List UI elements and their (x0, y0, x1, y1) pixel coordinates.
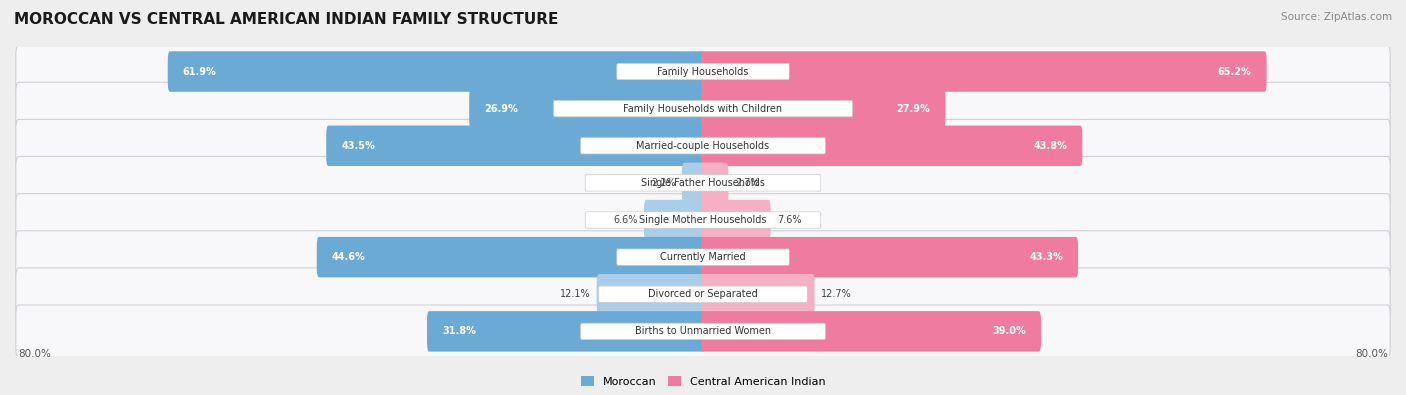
Text: 2.7%: 2.7% (735, 178, 759, 188)
FancyBboxPatch shape (585, 175, 821, 191)
FancyBboxPatch shape (700, 126, 1083, 166)
FancyBboxPatch shape (599, 286, 807, 303)
FancyBboxPatch shape (700, 88, 945, 129)
FancyBboxPatch shape (326, 126, 706, 166)
Text: Family Households with Children: Family Households with Children (623, 103, 783, 114)
FancyBboxPatch shape (700, 163, 728, 203)
Text: 2.2%: 2.2% (651, 178, 675, 188)
Text: Family Households: Family Households (658, 66, 748, 77)
Legend: Moroccan, Central American Indian: Moroccan, Central American Indian (581, 376, 825, 387)
Text: 31.8%: 31.8% (441, 326, 477, 337)
FancyBboxPatch shape (596, 274, 706, 314)
FancyBboxPatch shape (15, 156, 1391, 209)
Text: MOROCCAN VS CENTRAL AMERICAN INDIAN FAMILY STRUCTURE: MOROCCAN VS CENTRAL AMERICAN INDIAN FAMI… (14, 12, 558, 27)
Text: 44.6%: 44.6% (332, 252, 366, 262)
Text: Married-couple Households: Married-couple Households (637, 141, 769, 151)
FancyBboxPatch shape (700, 51, 1267, 92)
Text: Single Mother Households: Single Mother Households (640, 215, 766, 225)
FancyBboxPatch shape (167, 51, 706, 92)
FancyBboxPatch shape (644, 200, 706, 240)
Text: 65.2%: 65.2% (1218, 66, 1251, 77)
Text: 39.0%: 39.0% (993, 326, 1026, 337)
FancyBboxPatch shape (617, 249, 789, 265)
FancyBboxPatch shape (15, 194, 1391, 246)
Text: Births to Unmarried Women: Births to Unmarried Women (636, 326, 770, 337)
Text: 27.9%: 27.9% (897, 103, 931, 114)
FancyBboxPatch shape (316, 237, 706, 277)
FancyBboxPatch shape (617, 63, 789, 80)
FancyBboxPatch shape (581, 323, 825, 340)
FancyBboxPatch shape (15, 45, 1391, 98)
Text: Currently Married: Currently Married (661, 252, 745, 262)
Text: 12.7%: 12.7% (821, 289, 852, 299)
FancyBboxPatch shape (554, 100, 852, 117)
Text: 61.9%: 61.9% (183, 66, 217, 77)
FancyBboxPatch shape (15, 268, 1391, 321)
Text: Source: ZipAtlas.com: Source: ZipAtlas.com (1281, 12, 1392, 22)
Text: Divorced or Separated: Divorced or Separated (648, 289, 758, 299)
Text: 80.0%: 80.0% (1355, 349, 1388, 359)
FancyBboxPatch shape (15, 119, 1391, 172)
FancyBboxPatch shape (700, 311, 1040, 352)
FancyBboxPatch shape (700, 200, 770, 240)
Text: 7.6%: 7.6% (778, 215, 801, 225)
FancyBboxPatch shape (470, 88, 706, 129)
FancyBboxPatch shape (682, 163, 706, 203)
Text: 43.5%: 43.5% (342, 141, 375, 151)
FancyBboxPatch shape (15, 82, 1391, 135)
Text: 43.3%: 43.3% (1029, 252, 1063, 262)
FancyBboxPatch shape (700, 237, 1078, 277)
FancyBboxPatch shape (15, 305, 1391, 358)
Text: 80.0%: 80.0% (18, 349, 51, 359)
FancyBboxPatch shape (581, 137, 825, 154)
Text: 26.9%: 26.9% (484, 103, 517, 114)
FancyBboxPatch shape (427, 311, 706, 352)
Text: 6.6%: 6.6% (613, 215, 637, 225)
FancyBboxPatch shape (700, 274, 814, 314)
Text: 43.8%: 43.8% (1033, 141, 1067, 151)
FancyBboxPatch shape (585, 212, 821, 228)
Text: 12.1%: 12.1% (560, 289, 591, 299)
FancyBboxPatch shape (15, 231, 1391, 284)
Text: Single Father Households: Single Father Households (641, 178, 765, 188)
